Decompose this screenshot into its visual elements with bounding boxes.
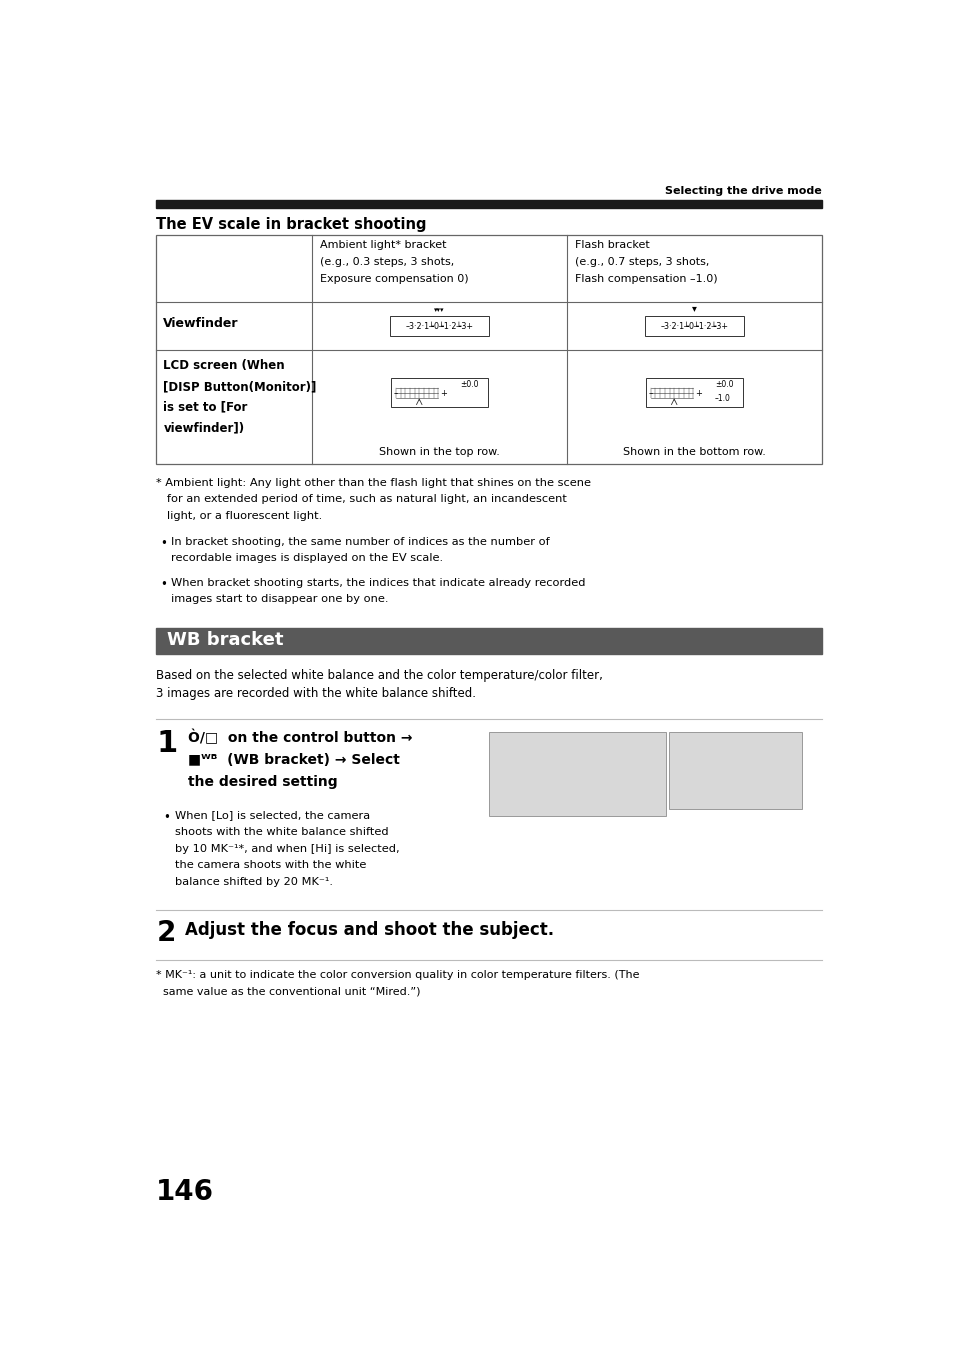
Text: (e.g., 0.7 steps, 3 shots,: (e.g., 0.7 steps, 3 shots, [574,257,708,266]
Bar [155,234,821,464]
Bar [645,378,742,408]
Text: Flash compensation –1.0): Flash compensation –1.0) [574,274,717,284]
Text: same value as the conventional unit “Mired.”): same value as the conventional unit “Mir… [155,987,419,997]
Text: ±0.0: ±0.0 [459,381,478,389]
Text: Ò/□  on the control button →: Ò/□ on the control button → [188,730,413,745]
Text: 2: 2 [156,920,175,947]
Text: In bracket shooting, the same number of indices as the number of: In bracket shooting, the same number of … [171,537,549,547]
Text: +: + [694,389,701,398]
Text: LCD screen (When: LCD screen (When [163,359,285,373]
Text: –3·2·1┶0┶1·2┶3+: –3·2·1┶0┶1·2┶3+ [405,321,473,331]
Text: by 10 MK⁻¹*, and when [Hi] is selected,: by 10 MK⁻¹*, and when [Hi] is selected, [174,843,399,854]
Text: Selecting the drive mode: Selecting the drive mode [665,186,821,196]
Text: When bracket shooting starts, the indices that indicate already recorded: When bracket shooting starts, the indice… [171,577,585,588]
Text: (e.g., 0.3 steps, 3 shots,: (e.g., 0.3 steps, 3 shots, [319,257,454,266]
Text: 1: 1 [156,729,177,757]
Text: •: • [160,577,167,590]
Text: for an extended period of time, such as natural light, an incandescent: for an extended period of time, such as … [155,495,566,504]
Text: –: – [393,389,397,398]
Text: balance shifted by 20 MK⁻¹.: balance shifted by 20 MK⁻¹. [174,877,333,886]
Bar [488,733,665,815]
Text: –3·2·1┶0┶1·2┶3+: –3·2·1┶0┶1·2┶3+ [659,321,728,331]
Text: Viewfinder: Viewfinder [163,316,238,330]
Bar [155,628,821,654]
Text: light, or a fluorescent light.: light, or a fluorescent light. [155,511,321,521]
Text: is set to [For: is set to [For [163,401,248,414]
Text: •: • [160,537,167,550]
Text: 146: 146 [155,1178,213,1206]
Bar [644,316,743,336]
Text: Shown in the top row.: Shown in the top row. [378,447,499,457]
Bar [668,733,801,810]
Text: –1.0: –1.0 [715,394,730,404]
Text: [DISP Button(Monitor)]: [DISP Button(Monitor)] [163,381,316,393]
Text: WB bracket: WB bracket [167,631,283,648]
Text: The EV scale in bracket shooting: The EV scale in bracket shooting [155,217,426,231]
Text: Shown in the bottom row.: Shown in the bottom row. [622,447,765,457]
Text: ±0.0: ±0.0 [715,381,733,389]
Text: * Ambient light: Any light other than the flash light that shines on the scene: * Ambient light: Any light other than th… [155,477,590,488]
Text: +: + [439,389,446,398]
Text: Based on the selected white balance and the color temperature/color filter,: Based on the selected white balance and … [155,670,602,682]
Text: Flash bracket: Flash bracket [574,239,649,250]
Text: •: • [163,811,171,823]
Text: recordable images is displayed on the EV scale.: recordable images is displayed on the EV… [171,553,443,564]
Bar [155,200,821,207]
Text: images start to disappear one by one.: images start to disappear one by one. [171,594,388,604]
Text: Adjust the focus and shoot the subject.: Adjust the focus and shoot the subject. [185,921,554,939]
Bar [390,316,489,336]
Text: –: – [648,389,652,398]
Text: * MK⁻¹: a unit to indicate the color conversion quality in color temperature fil: * MK⁻¹: a unit to indicate the color con… [155,970,639,981]
Text: ▾: ▾ [691,303,697,313]
Text: Exposure compensation 0): Exposure compensation 0) [319,274,468,284]
Text: shoots with the white balance shifted: shoots with the white balance shifted [174,827,388,837]
Text: When [Lo] is selected, the camera: When [Lo] is selected, the camera [174,811,370,820]
Text: Ambient light* bracket: Ambient light* bracket [319,239,446,250]
Text: ▾▾▾: ▾▾▾ [434,307,444,312]
Text: ■ᵂᴮ  (WB bracket) → Select: ■ᵂᴮ (WB bracket) → Select [188,753,399,767]
Text: the camera shoots with the white: the camera shoots with the white [174,861,366,870]
Bar [391,378,488,408]
Text: the desired setting: the desired setting [188,776,337,790]
Text: viewfinder]): viewfinder]) [163,422,244,434]
Text: 3 images are recorded with the white balance shifted.: 3 images are recorded with the white bal… [155,687,476,701]
